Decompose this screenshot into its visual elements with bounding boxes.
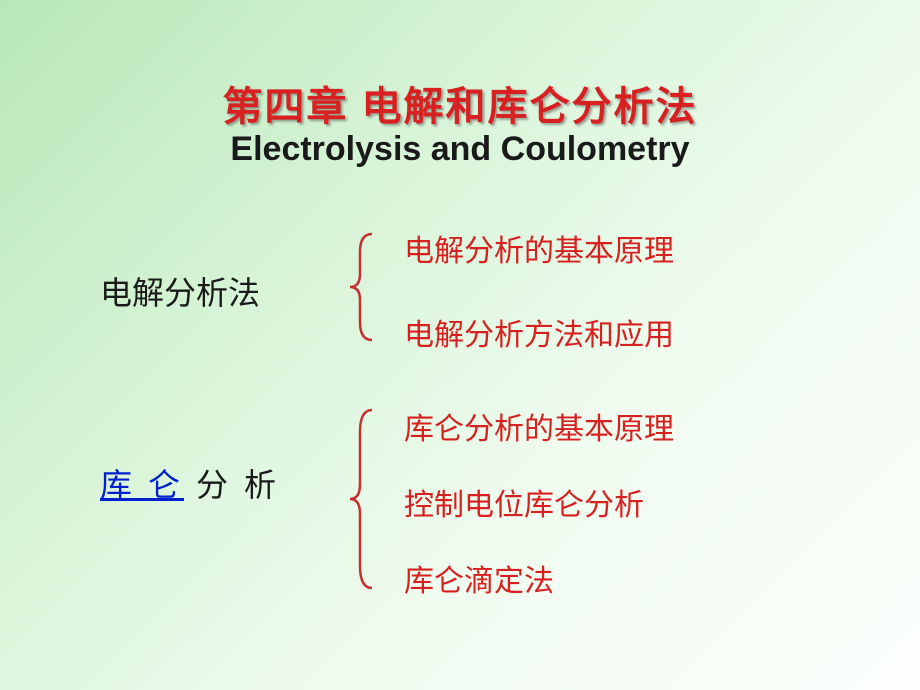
section2-item-2: 库仑滴定法 [404, 556, 554, 600]
section1-item-1: 电解分析方法和应用 [404, 310, 674, 354]
coulomb-link[interactable]: 库 仑 [100, 467, 184, 503]
chapter-title-en: Electrolysis and Coulometry [0, 130, 920, 169]
chapter-title-cn: 第四章 电解和库仑分析法 [0, 74, 920, 132]
section2-label-rest: 分 析 [184, 467, 280, 503]
section2-item-1: 控制电位库仑分析 [404, 480, 644, 524]
section2-label: 库 仑 分 析 [100, 460, 280, 506]
brace-1 [346, 232, 376, 342]
section1-item-0: 电解分析的基本原理 [404, 226, 674, 270]
section2-item-0: 库仑分析的基本原理 [404, 404, 674, 448]
section1-label: 电解分析法 [100, 268, 260, 314]
brace-2 [346, 408, 376, 590]
